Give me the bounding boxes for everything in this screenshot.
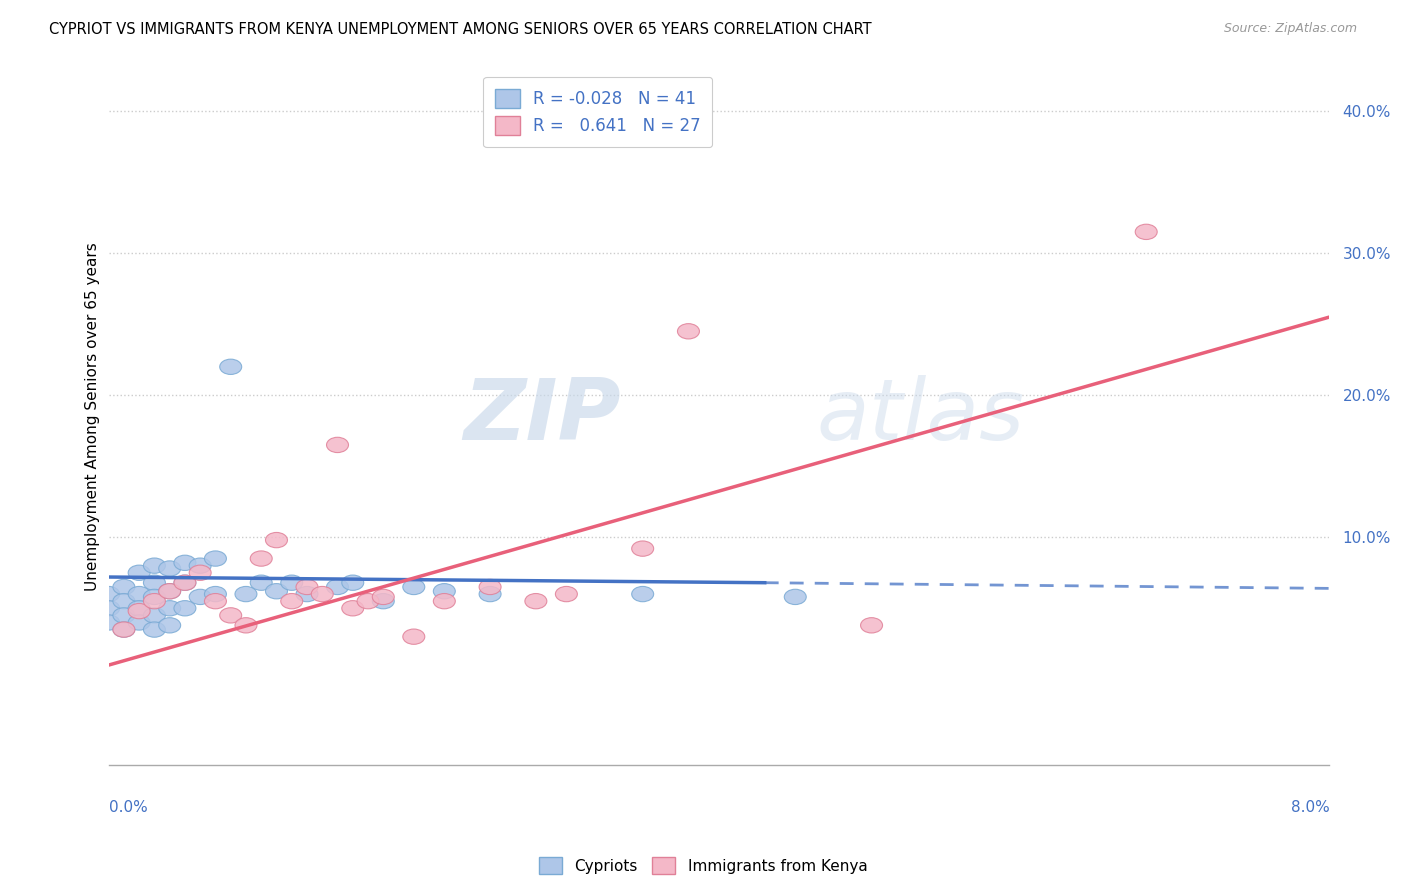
Ellipse shape	[219, 607, 242, 623]
Ellipse shape	[97, 615, 120, 630]
Ellipse shape	[204, 551, 226, 566]
Ellipse shape	[159, 617, 180, 633]
Ellipse shape	[112, 622, 135, 637]
Ellipse shape	[281, 593, 302, 609]
Ellipse shape	[143, 575, 166, 591]
Ellipse shape	[250, 551, 273, 566]
Ellipse shape	[97, 586, 120, 602]
Ellipse shape	[433, 593, 456, 609]
Ellipse shape	[174, 600, 195, 616]
Ellipse shape	[342, 575, 364, 591]
Ellipse shape	[402, 629, 425, 644]
Ellipse shape	[860, 617, 883, 633]
Ellipse shape	[190, 590, 211, 605]
Ellipse shape	[159, 561, 180, 576]
Ellipse shape	[373, 590, 394, 605]
Ellipse shape	[219, 359, 242, 375]
Ellipse shape	[143, 622, 166, 637]
Ellipse shape	[204, 593, 226, 609]
Ellipse shape	[112, 593, 135, 609]
Ellipse shape	[128, 600, 150, 616]
Ellipse shape	[402, 579, 425, 595]
Ellipse shape	[631, 586, 654, 602]
Ellipse shape	[190, 558, 211, 574]
Ellipse shape	[235, 617, 257, 633]
Ellipse shape	[342, 600, 364, 616]
Ellipse shape	[159, 600, 180, 616]
Ellipse shape	[112, 579, 135, 595]
Ellipse shape	[143, 590, 166, 605]
Ellipse shape	[97, 600, 120, 616]
Ellipse shape	[174, 575, 195, 591]
Text: CYPRIOT VS IMMIGRANTS FROM KENYA UNEMPLOYMENT AMONG SENIORS OVER 65 YEARS CORREL: CYPRIOT VS IMMIGRANTS FROM KENYA UNEMPLO…	[49, 22, 872, 37]
Ellipse shape	[785, 590, 806, 605]
Ellipse shape	[311, 586, 333, 602]
Ellipse shape	[631, 541, 654, 557]
Ellipse shape	[326, 579, 349, 595]
Ellipse shape	[112, 607, 135, 623]
Ellipse shape	[326, 437, 349, 452]
Text: Source: ZipAtlas.com: Source: ZipAtlas.com	[1223, 22, 1357, 36]
Ellipse shape	[143, 558, 166, 574]
Ellipse shape	[357, 593, 380, 609]
Ellipse shape	[433, 583, 456, 599]
Ellipse shape	[297, 579, 318, 595]
Ellipse shape	[159, 583, 180, 599]
Ellipse shape	[678, 324, 699, 339]
Ellipse shape	[479, 586, 501, 602]
Ellipse shape	[128, 566, 150, 581]
Ellipse shape	[235, 586, 257, 602]
Ellipse shape	[1135, 224, 1157, 240]
Ellipse shape	[174, 555, 195, 571]
Ellipse shape	[479, 579, 501, 595]
Ellipse shape	[128, 586, 150, 602]
Ellipse shape	[143, 607, 166, 623]
Y-axis label: Unemployment Among Seniors over 65 years: Unemployment Among Seniors over 65 years	[86, 242, 100, 591]
Ellipse shape	[524, 593, 547, 609]
Ellipse shape	[266, 533, 287, 548]
Ellipse shape	[266, 583, 287, 599]
Ellipse shape	[281, 575, 302, 591]
Ellipse shape	[128, 615, 150, 630]
Legend: R = -0.028   N = 41, R =   0.641   N = 27: R = -0.028 N = 41, R = 0.641 N = 27	[484, 77, 713, 147]
Ellipse shape	[373, 593, 394, 609]
Ellipse shape	[143, 593, 166, 609]
Text: atlas: atlas	[817, 375, 1025, 458]
Ellipse shape	[112, 622, 135, 637]
Text: ZIP: ZIP	[464, 375, 621, 458]
Text: 0.0%: 0.0%	[108, 800, 148, 815]
Ellipse shape	[159, 583, 180, 599]
Ellipse shape	[204, 586, 226, 602]
Ellipse shape	[555, 586, 578, 602]
Ellipse shape	[128, 604, 150, 619]
Legend: Cypriots, Immigrants from Kenya: Cypriots, Immigrants from Kenya	[533, 851, 873, 880]
Ellipse shape	[174, 575, 195, 591]
Text: 8.0%: 8.0%	[1291, 800, 1329, 815]
Ellipse shape	[297, 586, 318, 602]
Ellipse shape	[250, 575, 273, 591]
Ellipse shape	[190, 566, 211, 581]
